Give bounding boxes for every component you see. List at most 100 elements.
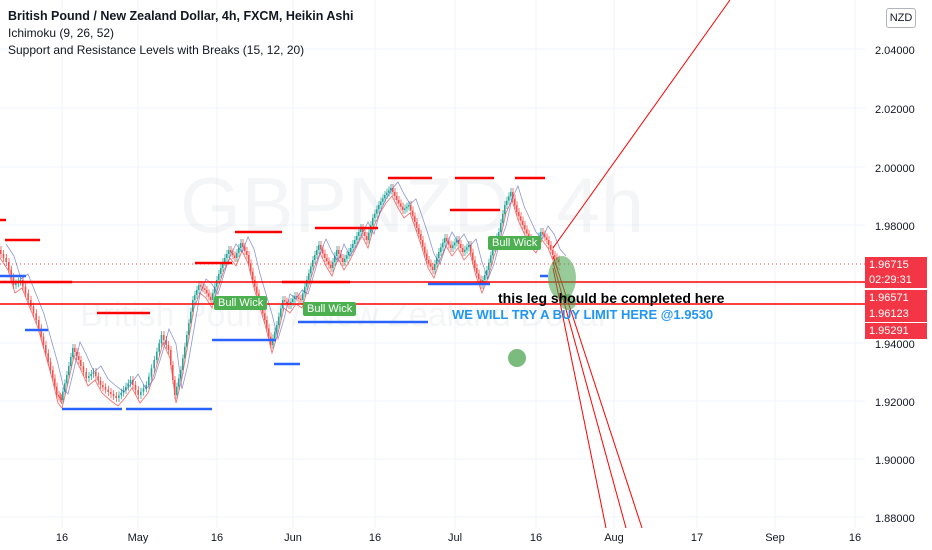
candle-body xyxy=(132,380,134,385)
level-badge: 1.96571 xyxy=(865,290,927,306)
candle-body xyxy=(412,210,414,217)
candle-body xyxy=(92,372,95,374)
time-tick: May xyxy=(127,532,149,544)
candle-body xyxy=(398,200,400,204)
candle-body xyxy=(182,358,184,370)
candle-body xyxy=(512,192,514,199)
time-axis[interactable]: 16 May 16 Jun 16 Jul 16 Aug 17 Sep 16 xyxy=(0,528,865,550)
time-tick: 17 xyxy=(690,532,704,544)
candle-body xyxy=(85,372,87,378)
candle-body xyxy=(472,252,474,261)
candle-body xyxy=(38,320,40,329)
chart-canvas[interactable] xyxy=(0,0,865,528)
target-marker xyxy=(508,349,526,367)
candle-body xyxy=(8,262,10,270)
time-tick: 16 xyxy=(55,532,69,544)
candle-body xyxy=(544,234,546,238)
candle-body xyxy=(140,391,142,395)
annotation-buy-limit[interactable]: WE WILL TRY A BUY LIMIT HERE @1.9530 xyxy=(452,307,714,322)
candle-body xyxy=(426,253,428,260)
time-tick: 16 xyxy=(529,532,543,544)
currency-button[interactable]: NZD xyxy=(886,8,916,28)
candle-body xyxy=(356,236,358,240)
candle-body xyxy=(402,206,404,210)
candle-body xyxy=(436,258,438,264)
candle-body xyxy=(137,390,139,395)
candle-body xyxy=(125,386,127,390)
candle-body xyxy=(228,250,230,254)
ichimoku-line xyxy=(0,195,561,409)
last-price-badge: 1.96715 xyxy=(865,257,927,273)
candle-body xyxy=(104,387,107,390)
candle-body xyxy=(97,376,99,381)
time-tick: Aug xyxy=(604,532,624,544)
candle-body xyxy=(344,258,346,262)
candle-body xyxy=(414,216,416,222)
candle-body xyxy=(514,198,516,206)
candle-body xyxy=(112,394,115,396)
candle-body xyxy=(194,295,196,300)
candle-body xyxy=(308,273,310,280)
candle-body xyxy=(382,198,384,202)
candle-body xyxy=(334,256,336,262)
price-axis[interactable]: 2.04000 2.02000 2.00000 1.98000 1.94000 … xyxy=(865,0,932,528)
candle-body xyxy=(172,365,174,380)
candle-body xyxy=(396,196,398,200)
candle-body xyxy=(102,385,104,388)
candle-body xyxy=(500,223,502,232)
candle-body xyxy=(338,250,340,254)
price-tick: 1.98000 xyxy=(875,221,915,233)
candle-body xyxy=(284,300,286,302)
candle-body xyxy=(474,260,476,268)
candle-body xyxy=(206,290,208,294)
candle-body xyxy=(76,352,78,356)
candle-body xyxy=(506,200,508,205)
candle-body xyxy=(236,253,238,258)
candle-body xyxy=(298,297,300,299)
candle-body xyxy=(374,213,376,218)
candle-body xyxy=(274,331,276,339)
candle-body xyxy=(244,247,246,251)
candle-body xyxy=(548,240,550,245)
candle-body xyxy=(486,270,488,275)
candle-body xyxy=(524,225,526,230)
time-tick: Sep xyxy=(765,532,785,544)
candle-body xyxy=(292,299,294,302)
candle-body xyxy=(358,232,360,236)
bull-wick-label: Bull Wick xyxy=(488,236,542,250)
candle-body xyxy=(222,262,224,268)
candle-body xyxy=(460,244,462,248)
candle-body xyxy=(476,268,478,274)
candle-body xyxy=(434,264,436,270)
candle-body xyxy=(320,245,322,250)
legend-panel: British Pound / New Zealand Dollar, 4h, … xyxy=(8,8,353,59)
candle-body xyxy=(354,240,356,244)
candle-body xyxy=(392,188,394,192)
symbol-title[interactable]: British Pound / New Zealand Dollar, 4h, … xyxy=(8,9,354,23)
candle-body xyxy=(10,269,12,278)
countdown-badge: 02:29:31 xyxy=(865,272,927,288)
candle-body xyxy=(336,250,338,256)
symbol-watermark: GBPNZD, 4h xyxy=(180,161,646,249)
candle-body xyxy=(342,258,344,262)
candle-body xyxy=(68,366,70,375)
candle-body xyxy=(165,340,167,345)
time-tick: Jul xyxy=(447,532,463,544)
annotation-leg-note[interactable]: this leg should be completed here xyxy=(498,290,725,306)
candle-body xyxy=(52,370,54,379)
candle-body xyxy=(120,392,122,396)
candle-body xyxy=(129,380,132,384)
candle-body xyxy=(314,255,316,260)
candle-body xyxy=(446,238,448,242)
candle-body xyxy=(478,273,480,280)
candle-body xyxy=(520,216,522,221)
candle-body xyxy=(70,357,72,366)
candle-body xyxy=(78,356,80,360)
indicator-sr-levels[interactable]: Support and Resistance Levels with Break… xyxy=(8,43,305,57)
candle-body xyxy=(210,296,212,300)
candle-body xyxy=(224,258,226,262)
candle-body xyxy=(272,338,274,345)
candle-body xyxy=(376,209,378,214)
candle-body xyxy=(262,306,264,314)
indicator-ichimoku[interactable]: Ichimoku (9, 26, 52) xyxy=(8,26,115,40)
